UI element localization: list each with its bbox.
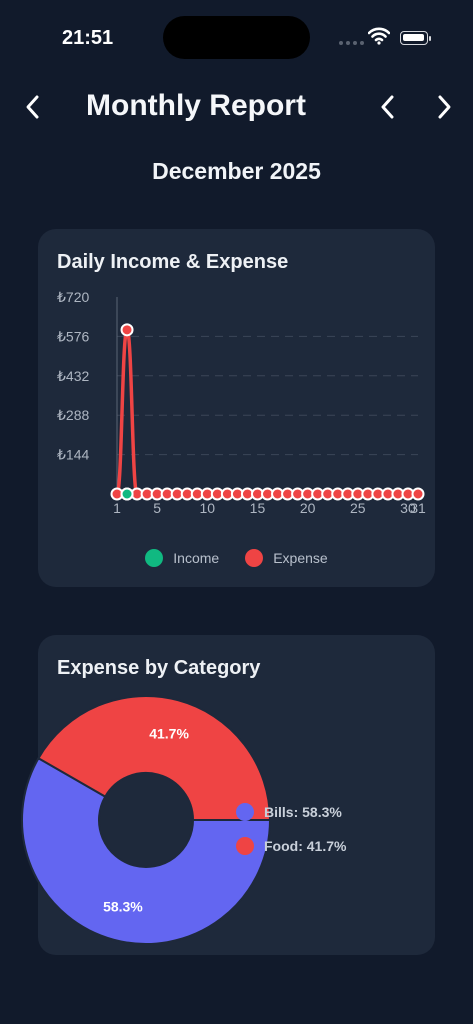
previous-month-button[interactable] (372, 91, 404, 123)
expense-series-line (115, 328, 418, 496)
wifi-icon (368, 27, 390, 45)
header: Monthly Report (0, 80, 473, 134)
legend-item-expense[interactable]: Expense (245, 549, 328, 567)
page-title: Monthly Report (86, 89, 306, 122)
food-legend-dot (236, 837, 254, 855)
bills-legend-dot (236, 803, 254, 821)
line-chart-legend: Income Expense (38, 549, 435, 567)
income-legend-dot (145, 549, 164, 567)
pie-chart-legend: Bills: 58.3% Food: 41.7% (236, 795, 346, 863)
income-data-point[interactable] (120, 487, 134, 501)
daily-income-expense-card: ₺144 ₺288 ₺432 ₺576 ₺720 1 5 10 15 20 25 30 31 Daily… (38, 229, 435, 587)
status-bar: 21:51 (0, 0, 473, 70)
expense-data-point[interactable] (120, 323, 134, 337)
expense-data-point[interactable] (411, 487, 425, 501)
donut-chart: 58.3% 41.7% (21, 695, 272, 945)
legend-item-bills[interactable]: Bills: 58.3% (236, 795, 346, 829)
x-tick-label: 20 (300, 500, 316, 516)
y-tick-label: ₺720 (57, 289, 89, 305)
y-tick-label: ₺576 (57, 328, 89, 344)
legend-item-food[interactable]: Food: 41.7% (236, 829, 346, 863)
x-tick-label: 15 (250, 500, 266, 516)
chevron-left-icon (26, 95, 39, 119)
bills-slice[interactable] (21, 756, 272, 945)
x-tick-label: 5 (153, 500, 161, 516)
bills-slice-label: 58.3% (103, 898, 143, 914)
chevron-left-icon (381, 95, 394, 119)
food-slice[interactable] (37, 695, 272, 821)
food-slice-label: 41.7% (149, 726, 189, 742)
x-tick-label: 31 (410, 500, 426, 516)
y-tick-label: ₺288 (57, 407, 89, 423)
legend-item-income[interactable]: Income (145, 549, 219, 567)
legend-label-bills: Bills: 58.3% (264, 804, 342, 820)
x-tick-label: 10 (200, 500, 216, 516)
cellular-signal-icon (339, 41, 364, 45)
x-tick-label: 25 (350, 500, 366, 516)
dynamic-island (163, 16, 310, 59)
back-button[interactable] (17, 91, 49, 123)
legend-label-food: Food: 41.7% (264, 838, 347, 854)
x-tick-label: 1 (113, 500, 121, 516)
legend-label-income: Income (173, 550, 220, 566)
expense-legend-dot (245, 549, 264, 567)
x-tick-label: 30 (400, 500, 416, 516)
battery-icon (400, 31, 431, 45)
line-chart-title: Daily Income & Expense (57, 251, 289, 273)
next-month-button[interactable] (428, 91, 460, 123)
pie-chart-title: Expense by Category (57, 657, 261, 679)
y-tick-label: ₺144 (57, 447, 89, 463)
y-tick-label: ₺432 (57, 368, 89, 384)
month-label: December 2025 (152, 158, 321, 184)
chevron-right-icon (438, 95, 451, 119)
status-time: 21:51 (62, 27, 114, 49)
legend-label-expense: Expense (273, 550, 328, 566)
expense-by-category-card: 58.3% 41.7% Expense by Category Bills: 58… (21, 635, 435, 955)
